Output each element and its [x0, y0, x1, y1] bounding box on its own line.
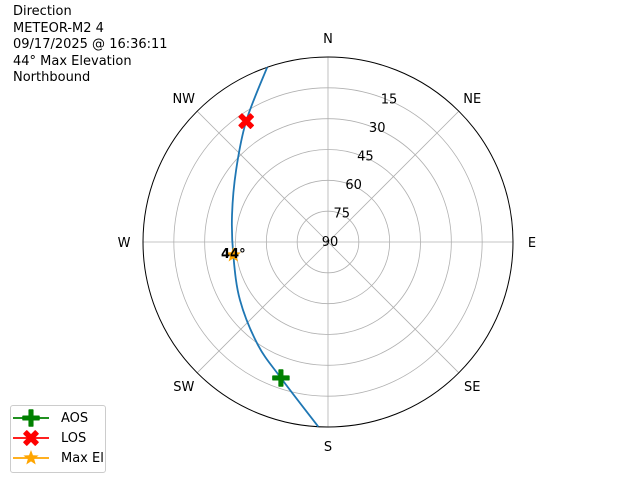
grid-spoke: [196, 110, 329, 243]
grid-spoke: [327, 241, 460, 374]
legend: AOS LOS Max El: [10, 405, 106, 473]
theta-tick-label: SW: [173, 380, 194, 395]
chart-title: Direction METEOR-M2 4 09/17/2025 @ 16:36…: [13, 4, 168, 87]
grid-spoke: [327, 110, 460, 243]
r-tick-label: 60: [345, 178, 362, 193]
r-tick-label: 90: [322, 235, 339, 250]
r-tick-label: 15: [381, 93, 398, 108]
theta-tick-label: W: [118, 236, 131, 251]
title-line: METEOR-M2 4: [13, 20, 104, 36]
title-line: Northbound: [13, 70, 91, 85]
r-tick-label: 30: [369, 121, 386, 136]
legend-plus-icon: [22, 409, 40, 427]
marker-los-shape: [238, 113, 254, 129]
theta-tick-label: E: [528, 236, 536, 251]
legend-item: Max El: [11, 448, 104, 468]
title-line: 44° Max Elevation: [13, 53, 132, 69]
legend-marker-icon: [13, 450, 49, 465]
legend-item: LOS: [11, 428, 86, 448]
title-line: Direction: [13, 4, 72, 19]
theta-tick-label: S: [324, 440, 332, 455]
title-line: 09/17/2025 @ 16:36:11: [13, 37, 168, 52]
polar-frame: [142, 56, 514, 428]
theta-tick-label: NW: [172, 92, 195, 107]
legend-x-icon-shape: [23, 430, 39, 446]
r-tick-label: 75: [334, 207, 351, 222]
legend-marker-icon: [13, 409, 49, 427]
legend-marker-icon: [13, 430, 49, 446]
theta-tick-label: SE: [464, 380, 480, 395]
legend-star-icon: [23, 450, 39, 465]
legend-label: Max El: [61, 450, 104, 466]
theta-tick-label: N: [323, 32, 333, 47]
r-tick-label: 45: [357, 150, 374, 165]
grid-spoke: [196, 241, 329, 374]
max-elevation-annotation: 44°: [221, 247, 246, 262]
legend-item: AOS: [11, 408, 88, 428]
theta-tick-label: NE: [463, 92, 481, 107]
legend-label: AOS: [61, 410, 89, 426]
marker-los: [238, 113, 254, 129]
legend-label: LOS: [61, 430, 87, 446]
legend-x-icon: [23, 430, 39, 446]
marker-aos: [272, 369, 290, 387]
marker-max-el: [225, 246, 241, 262]
